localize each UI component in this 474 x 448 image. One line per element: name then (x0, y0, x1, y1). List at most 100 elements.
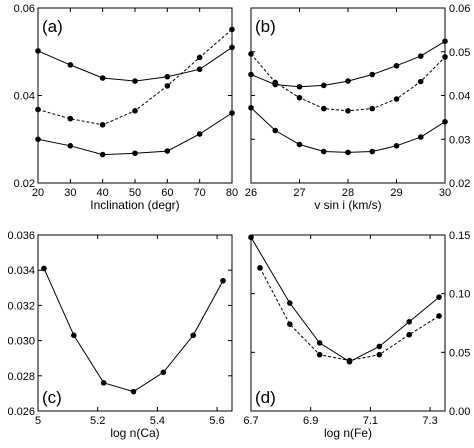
data-point (296, 141, 303, 148)
y-tick-label: 0.05 (449, 347, 470, 359)
data-point (67, 115, 74, 122)
data-point (99, 75, 106, 81)
y-tick-label: 0.030 (7, 336, 35, 348)
panel-b: 26 27 28 29 300.02 0.03 0.04 0.05 0.06 v sin i (k… (245, 3, 471, 212)
data-point (67, 143, 74, 149)
data-point (406, 331, 412, 338)
data-point (320, 105, 327, 112)
data-point (164, 148, 171, 154)
data-point (442, 54, 448, 60)
data-point (376, 343, 383, 350)
data-point (369, 148, 376, 155)
x-tick-label: 30 (439, 187, 451, 199)
series-line-1 (250, 237, 440, 363)
data-point (272, 81, 279, 88)
x-tick-label: 5.4 (150, 415, 165, 427)
data-point (442, 38, 448, 45)
x-tick-label: 60 (161, 187, 173, 199)
data-point (41, 265, 47, 272)
x-tick-label: 20 (32, 187, 44, 199)
x-axis-label: log n(Fe) (324, 426, 372, 440)
data-point (417, 134, 424, 140)
x-tick-label: 27 (293, 187, 305, 199)
data-point (257, 265, 263, 271)
data-point (35, 106, 41, 113)
data-point (132, 108, 138, 114)
plot-frame (37, 7, 233, 184)
plot-frame (250, 7, 446, 184)
data-point (100, 380, 107, 386)
panel-tag: (b) (255, 17, 276, 36)
x-axis-label: log n(Ca) (110, 426, 159, 440)
y-tick-label: 0.032 (7, 300, 35, 312)
x-axis-label: v sin i (km/s) (314, 198, 381, 212)
y-tick-label: 0.05 (449, 47, 470, 59)
data-point (346, 357, 353, 364)
x-tick-label: 5 (35, 415, 41, 427)
series-line-1 (37, 46, 233, 82)
data-point (35, 136, 41, 143)
data-point (417, 78, 424, 85)
data-point (393, 143, 400, 149)
y-tick-label: 0.02 (14, 178, 35, 190)
series-line-3 (250, 107, 446, 153)
y-tick-label: 0.10 (449, 289, 470, 301)
data-point (190, 332, 196, 339)
data-point (296, 83, 303, 90)
data-point (442, 118, 448, 125)
data-point (296, 94, 303, 101)
data-point (132, 150, 138, 157)
x-tick-label: 7.3 (422, 415, 437, 427)
data-point (345, 108, 351, 114)
y-tick-label: 0.15 (449, 230, 470, 242)
data-point (436, 294, 442, 300)
x-tick-label: 80 (226, 187, 238, 199)
series-line-3 (37, 112, 233, 156)
data-point (369, 71, 376, 78)
data-point (272, 127, 279, 134)
data-point (376, 351, 383, 358)
data-point (99, 122, 106, 128)
data-point (229, 110, 235, 116)
x-tick-label: 50 (129, 187, 141, 199)
data-point (67, 62, 74, 68)
data-point (393, 96, 400, 102)
y-tick-label: 0.03 (449, 134, 470, 146)
data-point (132, 78, 138, 84)
panel-tag: (a) (42, 17, 63, 36)
data-point (229, 44, 235, 51)
y-tick-label: 0.06 (14, 3, 35, 15)
series-line-2 (259, 267, 440, 362)
y-tick-label: 0.034 (7, 265, 35, 277)
data-point (248, 71, 254, 78)
x-tick-label: 6.7 (243, 415, 258, 427)
data-point (320, 82, 327, 89)
data-point (345, 149, 351, 156)
y-tick-label: 0.02 (449, 178, 470, 190)
data-point (196, 131, 203, 137)
data-point (248, 51, 254, 57)
data-point (287, 321, 293, 327)
x-tick-label: 29 (390, 187, 402, 199)
data-point (35, 48, 41, 54)
data-point (436, 313, 442, 319)
data-point (164, 73, 171, 80)
data-point (99, 151, 106, 158)
y-tick-label: 0.026 (7, 406, 35, 418)
data-point (229, 26, 235, 33)
panel-c: 5 5.2 5.4 5.6 0.026 0.028 0.030 0.032 0.034 0.036… (7, 230, 233, 440)
y-tick-label: 0.036 (7, 230, 35, 242)
panel-d: 6.7 6.9 7.1 7.3 0.00 0.05 0.10 0.15 log n(Fe) (d) (243, 230, 470, 440)
panel-a: 20 30 40 50 60 70 80 0.02 0.04 0.06 Inclination (d… (14, 3, 239, 212)
data-point (248, 234, 254, 241)
plot-frame (250, 234, 446, 412)
data-point (164, 83, 171, 89)
data-point (196, 66, 203, 73)
x-tick-label: 7.1 (363, 415, 378, 427)
y-tick-label: 0.06 (449, 3, 470, 15)
x-tick-label: 30 (64, 187, 76, 199)
data-point (220, 277, 226, 284)
data-point (316, 351, 323, 358)
series-line-1 (43, 268, 224, 393)
